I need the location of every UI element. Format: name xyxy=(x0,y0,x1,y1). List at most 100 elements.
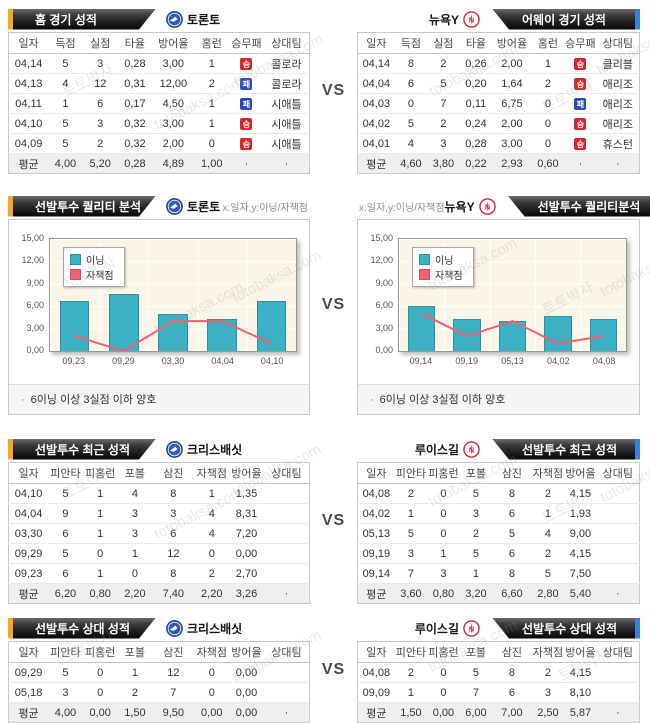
section-title: 선발투수 상대 성적 xyxy=(35,621,130,636)
column-header: 자책점 xyxy=(531,641,565,663)
table-cell: 패 xyxy=(229,73,264,94)
table-cell: 0,28 xyxy=(459,133,493,154)
table-cell: 8,31 xyxy=(229,503,264,524)
table-cell: 04,10 xyxy=(8,113,49,134)
table-cell: 2 xyxy=(531,73,565,94)
y-tick-label: 6,00 xyxy=(26,300,44,311)
table-cell: 1 xyxy=(394,682,428,703)
table-cell: 8 xyxy=(394,53,428,74)
table-cell: 1 xyxy=(194,93,230,114)
table-cell: 04,03 xyxy=(357,93,395,114)
header-row: 일자 피안타 피홈런 포볼 삼진 자책점 방어율 상대팀 xyxy=(8,641,310,663)
average-cell: · xyxy=(564,153,597,174)
table-cell: 3 xyxy=(459,503,493,524)
table-cell: 5 xyxy=(459,483,493,504)
table-cell: 3 xyxy=(117,503,153,524)
table-cell: 04,02 xyxy=(357,503,395,524)
table-row: 04,02 1 0 3 6 1 1,93 xyxy=(357,503,640,524)
win-badge: 승 xyxy=(574,117,587,130)
legend-entry: 자책점 xyxy=(70,267,114,282)
average-cell: 2,20 xyxy=(117,583,153,604)
table-cell: 04,14 xyxy=(8,53,49,74)
table-cell: 8 xyxy=(492,563,532,584)
average-cell: 7,00 xyxy=(492,702,532,723)
win-badge: 승 xyxy=(240,57,253,70)
team-name: 크리스배싯 xyxy=(187,621,243,636)
table-cell: 콜로라 xyxy=(263,73,310,94)
table-cell: 5 xyxy=(48,483,83,504)
accent-bar xyxy=(8,196,13,217)
table-cell: 0 xyxy=(117,563,153,584)
table-cell: 6 xyxy=(492,682,532,703)
table-cell: 8 xyxy=(492,662,532,683)
table-row: 09,14 7 3 1 8 5 7,50 xyxy=(357,563,640,584)
legend-label: 이닝 xyxy=(86,256,105,267)
table-cell: 5 xyxy=(48,662,83,683)
table-cell: 1 xyxy=(117,543,153,564)
table-cell: 0,26 xyxy=(459,53,493,74)
table-cell: 1,93 xyxy=(564,503,597,524)
average-cell: 0,80 xyxy=(82,583,118,604)
table-cell: 1 xyxy=(427,543,460,564)
average-row: 평균 4,00 5,20 0,28 4,89 1,00 · · xyxy=(8,153,310,174)
table-cell: 1 xyxy=(82,523,118,544)
average-cell: 4,00 xyxy=(48,702,83,723)
table-cell: 04,08 xyxy=(357,662,395,683)
table-cell: 7 xyxy=(459,682,493,703)
table-cell xyxy=(263,483,310,504)
y-tick-label: 15,00 xyxy=(370,233,393,243)
column-header: 방어율 xyxy=(229,641,264,663)
table-cell: 04,11 xyxy=(8,93,49,114)
stats-table: 일자 득점 실점 타율 방어율 홈런 승무패 상대팀 04,14 8 2 0,26 2,00 1 승 클리블 0… xyxy=(357,32,640,174)
legend-swatch-earned-runs xyxy=(70,269,81,280)
column-header: 자책점 xyxy=(194,641,230,663)
x-tick-label: 09,29 xyxy=(112,356,135,366)
table-cell: 4,50 xyxy=(152,93,195,114)
column-header: 일자 xyxy=(357,32,395,54)
table-cell: 2,00 xyxy=(492,113,532,134)
win-badge: 승 xyxy=(240,137,253,150)
average-cell: 4,89 xyxy=(152,153,195,174)
table-cell: 패 xyxy=(564,93,597,114)
table-cell: 콜로라 xyxy=(263,53,310,74)
section-title: 선발투수 최근 성적 xyxy=(522,442,617,457)
y-tick-label: 9,00 xyxy=(26,277,44,288)
innings-bar xyxy=(158,313,188,351)
section-tab: 선발투수 최근 성적 xyxy=(8,439,156,460)
table-cell xyxy=(596,503,640,524)
table-body: 04,14 5 3 0,28 3,00 1 승 콜로라 04,13 4 12 0,31 12,00 2 패 콜… xyxy=(8,53,310,174)
y-tick-label: 12,00 xyxy=(21,255,44,266)
x-tick-label: 04,08 xyxy=(592,356,616,366)
legend-swatch-innings xyxy=(70,254,81,265)
table-cell: 0 xyxy=(427,503,460,524)
average-cell: 2,20 xyxy=(194,583,230,604)
accent-bar xyxy=(635,438,640,460)
vs-label: VS xyxy=(321,512,346,529)
column-header: 홈런 xyxy=(531,32,565,54)
column-header: 실점 xyxy=(427,32,460,54)
table-head: 일자 득점 실점 타율 방어율 홈런 승무패 상대팀 xyxy=(8,32,310,54)
table-cell: 2 xyxy=(531,483,565,504)
average-cell: 3,80 xyxy=(427,153,460,174)
table-cell: 2,00 xyxy=(152,133,195,154)
table-cell: 3 xyxy=(117,523,153,544)
table-cell: 애리조 xyxy=(596,73,640,94)
panel-pitcher-vs-opponent-right: 루이스길N선발투수 상대 성적일자피안타피홈런포볼삼진자책점방어율상대팀04,0… xyxy=(357,617,640,723)
table-cell xyxy=(263,682,310,703)
table-cell: 4 xyxy=(394,133,428,154)
table-cell: 04,10 xyxy=(8,483,49,504)
average-cell: 5,87 xyxy=(564,702,597,723)
column-header: 상대팀 xyxy=(263,32,310,54)
stats-table: 일자 피안타 피홈런 포볼 삼진 자책점 방어율 상대팀 04,08 2 0 5 8 2 4,15 09,09… xyxy=(357,641,640,723)
legend-entry: 이닝 xyxy=(419,252,463,267)
footnote-bullet: · xyxy=(21,394,25,406)
section-tab: 선발투수 퀄리티 분석 xyxy=(8,196,156,217)
average-cell: 0,00 xyxy=(229,702,264,723)
table-row: 04,13 4 12 0,31 12,00 2 패 콜로라 xyxy=(8,73,310,94)
panel-header: 루이스길 N 선발투수 상대 성적 xyxy=(357,617,640,639)
column-header: 일자 xyxy=(8,641,49,663)
table-cell: 09,29 xyxy=(8,662,49,683)
panel-header: 루이스길 N 선발투수 최근 성적 xyxy=(357,438,640,460)
section-pitcher-quality: 선발투수 퀄리티 분석 토론토 x:일자,y:이닝/자책점 0,00 3,00 6,00 9… xyxy=(8,195,650,415)
table-row: 04,14 8 2 0,26 2,00 1 승 클리블 xyxy=(357,53,640,74)
